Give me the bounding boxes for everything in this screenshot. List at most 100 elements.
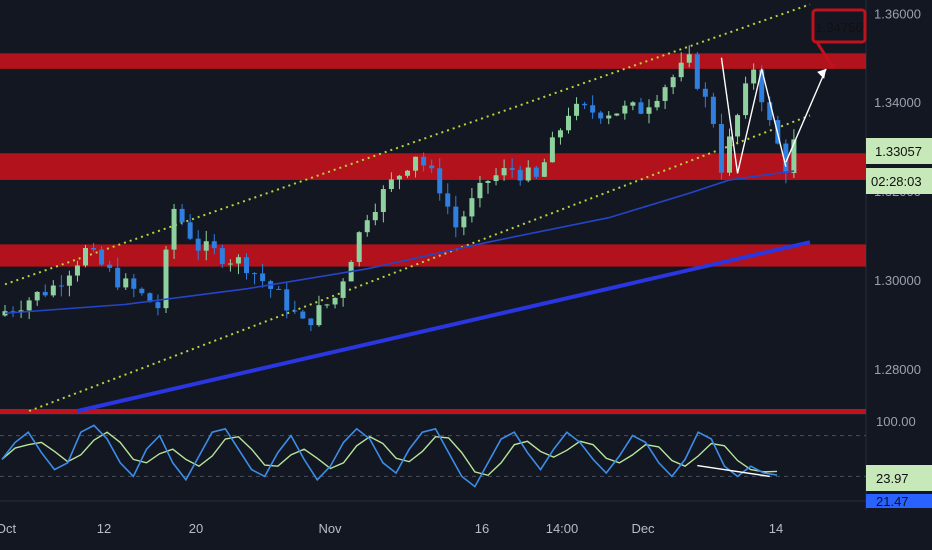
candle-down[interactable] [308, 318, 314, 326]
divergence-line[interactable] [697, 464, 770, 478]
candle-down[interactable] [244, 257, 249, 274]
candle-down[interactable] [759, 69, 765, 103]
candle-down[interactable] [509, 168, 515, 170]
candle-up[interactable] [123, 278, 129, 288]
candle-up[interactable] [316, 305, 322, 326]
candle-up[interactable] [171, 208, 177, 250]
candle-up[interactable] [332, 297, 338, 305]
candle-up[interactable] [74, 265, 80, 276]
candle-up[interactable] [727, 136, 732, 173]
candle-down[interactable] [260, 273, 266, 282]
candle-up[interactable] [324, 304, 330, 306]
candle-up[interactable] [66, 275, 72, 286]
candle-up[interactable] [493, 175, 499, 182]
candle-up[interactable] [163, 249, 169, 309]
candle-up[interactable] [735, 115, 741, 137]
candle-up[interactable] [549, 137, 555, 163]
candle-up[interactable] [413, 156, 419, 171]
candle-down[interactable] [155, 302, 161, 309]
candle-down[interactable] [437, 168, 443, 194]
candle-up[interactable] [203, 241, 209, 251]
candle-up[interactable] [541, 162, 547, 177]
channel-upper-line[interactable] [4, 3, 811, 286]
candle-up[interactable] [372, 212, 378, 221]
candle-down[interactable] [219, 248, 225, 264]
candle-up[interactable] [622, 105, 628, 114]
candle-down[interactable] [533, 167, 539, 177]
candle-up[interactable] [574, 103, 580, 116]
moving-average-line[interactable] [4, 170, 795, 315]
candle-down[interactable] [107, 264, 113, 268]
candle-up[interactable] [501, 168, 507, 176]
candle-up[interactable] [630, 102, 636, 106]
projection-arrow[interactable] [785, 68, 827, 163]
candle-down[interactable] [131, 278, 137, 289]
candle-up[interactable] [751, 69, 757, 84]
candle-up[interactable] [678, 62, 684, 78]
candle-down[interactable] [139, 288, 145, 294]
candle-down[interactable] [710, 96, 716, 124]
candle-up[interactable] [485, 181, 491, 183]
candle-up[interactable] [405, 170, 410, 176]
candle-down[interactable] [147, 293, 153, 303]
candle-up[interactable] [2, 311, 8, 316]
candle-down[interactable] [99, 249, 105, 265]
candle-up[interactable] [469, 198, 475, 217]
candle-down[interactable] [783, 143, 789, 173]
candle-up[interactable] [566, 115, 571, 131]
candle-up[interactable] [380, 189, 386, 213]
candle-up[interactable] [396, 175, 402, 180]
candle-down[interactable] [91, 247, 97, 250]
w-pattern-drawing[interactable] [720, 57, 787, 174]
candle-up[interactable] [686, 54, 692, 63]
candle-down[interactable] [42, 291, 48, 296]
candle-down[interactable] [284, 289, 290, 311]
candle-down[interactable] [58, 285, 64, 287]
candle-down[interactable] [429, 165, 435, 169]
candle-down[interactable] [582, 103, 588, 106]
candle-down[interactable] [702, 88, 708, 97]
candle-up[interactable] [654, 100, 660, 108]
candle-down[interactable] [187, 222, 193, 239]
current-price-badge[interactable] [866, 138, 932, 164]
candle-up[interactable] [83, 247, 88, 266]
candle-up[interactable] [557, 130, 563, 138]
stochastic-k-line[interactable] [1, 424, 778, 488]
candle-up[interactable] [50, 285, 56, 296]
candle-up[interactable] [662, 87, 668, 101]
candle-up[interactable] [227, 263, 233, 265]
support-zone-line[interactable] [0, 409, 866, 414]
price-zone-1[interactable] [0, 53, 866, 69]
candle-down[interactable] [300, 311, 306, 319]
channel-lower-line[interactable] [28, 114, 811, 412]
candle-down[interactable] [179, 208, 185, 223]
candle-up[interactable] [525, 167, 531, 181]
candle-up[interactable] [743, 83, 749, 116]
target-label-box[interactable] [811, 8, 867, 44]
candle-down[interactable] [195, 238, 201, 251]
candle-down[interactable] [211, 241, 217, 249]
candle-down[interactable] [694, 54, 700, 89]
candle-down[interactable] [10, 311, 16, 313]
candle-up[interactable] [791, 139, 797, 173]
candle-down[interactable] [276, 288, 282, 290]
candle-up[interactable] [356, 232, 362, 262]
candle-up[interactable] [26, 300, 32, 311]
candle-down[interactable] [638, 102, 644, 114]
price-zone-3[interactable] [0, 244, 866, 267]
candle-up[interactable] [364, 220, 370, 233]
candle-down[interactable] [453, 206, 459, 228]
candle-down[interactable] [252, 273, 258, 275]
trendline[interactable] [77, 240, 811, 413]
candle-up[interactable] [18, 310, 24, 312]
candle-up[interactable] [606, 115, 612, 119]
candle-down[interactable] [767, 102, 773, 121]
candle-down[interactable] [445, 193, 451, 207]
candle-up[interactable] [340, 281, 346, 298]
candle-up[interactable] [388, 179, 394, 190]
candle-down[interactable] [517, 169, 523, 181]
candle-down[interactable] [598, 112, 604, 119]
candle-up[interactable] [477, 182, 483, 199]
